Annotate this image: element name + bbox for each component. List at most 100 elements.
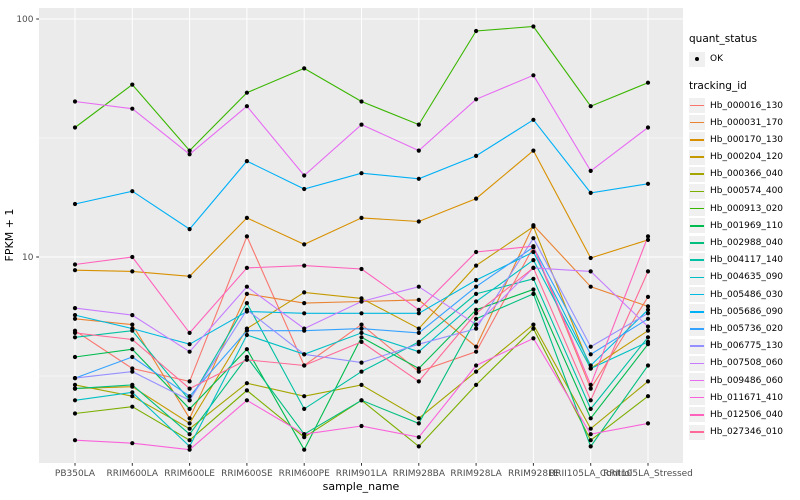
series-color-line xyxy=(690,207,704,210)
legend-item-label: Hb_004635_090 xyxy=(710,272,784,283)
data-point xyxy=(474,344,479,349)
y-tick-label: 100 xyxy=(16,15,33,25)
data-point xyxy=(588,190,593,195)
data-point xyxy=(72,125,78,130)
series-color-line xyxy=(690,190,704,193)
legend-item-Hb_000913_020: Hb_000913_020 xyxy=(689,201,799,217)
data-point xyxy=(474,28,479,34)
x-tick-label: RRIM901LA xyxy=(336,469,388,479)
data-point xyxy=(359,171,364,176)
data-point xyxy=(302,263,307,268)
data-point xyxy=(244,284,249,289)
data-point xyxy=(474,382,479,387)
series-color-line xyxy=(690,396,704,399)
data-point xyxy=(130,322,135,327)
data-point xyxy=(302,242,307,247)
data-point xyxy=(531,326,536,331)
data-point xyxy=(531,322,536,327)
data-point xyxy=(130,337,135,342)
line-key-icon xyxy=(689,287,705,303)
data-point xyxy=(359,326,364,331)
data-point xyxy=(588,406,593,411)
data-point xyxy=(130,382,135,387)
data-point xyxy=(72,316,78,321)
line-key-icon xyxy=(689,373,705,388)
data-point xyxy=(130,269,135,274)
data-point xyxy=(244,234,249,239)
series-color-line xyxy=(690,156,704,158)
data-point xyxy=(359,360,364,365)
x-tick-label: PB350LA xyxy=(55,469,96,479)
series-color-line xyxy=(690,362,704,365)
data-point xyxy=(474,311,479,316)
data-point xyxy=(416,148,421,153)
data-point xyxy=(187,447,192,452)
data-point xyxy=(645,324,651,329)
legend-item-ok: OK xyxy=(689,51,799,67)
data-point xyxy=(359,215,364,220)
series-color-line xyxy=(690,293,704,296)
line-key-icon xyxy=(689,390,705,406)
data-point xyxy=(72,438,78,443)
data-point xyxy=(302,352,307,357)
data-point xyxy=(187,444,192,449)
data-point xyxy=(302,447,307,452)
line-key-icon xyxy=(689,424,705,440)
y-axis-title: FPKM + 1 xyxy=(3,209,16,262)
data-point xyxy=(302,186,307,192)
legend-item-label: Hb_027346_010 xyxy=(710,427,784,438)
data-point xyxy=(302,432,307,437)
data-point xyxy=(359,398,364,403)
data-point xyxy=(187,349,192,354)
data-point xyxy=(130,390,135,395)
data-point xyxy=(416,416,421,421)
data-point xyxy=(416,307,421,312)
series-color-line xyxy=(690,225,704,227)
line-key-icon xyxy=(689,166,705,182)
line-key-icon xyxy=(689,235,705,251)
data-point xyxy=(416,297,421,302)
data-point xyxy=(416,366,421,371)
data-point xyxy=(187,398,192,403)
data-point xyxy=(244,265,249,270)
data-point xyxy=(302,301,307,306)
data-point xyxy=(130,404,135,409)
legend-item-Hb_000366_040: Hb_000366_040 xyxy=(689,166,799,182)
data-point xyxy=(130,189,135,194)
line-key-icon xyxy=(689,407,705,423)
x-tick-label: RRII105LA_Stressed xyxy=(603,469,693,479)
data-point xyxy=(187,152,192,157)
data-point xyxy=(416,421,421,426)
data-point xyxy=(416,342,421,347)
legend-key-ok xyxy=(689,51,705,67)
legend-item-label: Hb_000170_130 xyxy=(710,134,784,145)
line-key-icon xyxy=(689,304,705,320)
data-point xyxy=(187,438,192,443)
series-color-line xyxy=(690,276,704,279)
x-tick-label: RRIM928LA xyxy=(450,469,502,479)
legend: quant_status OK tracking_id Hb_000016_13… xyxy=(689,33,799,442)
data-point xyxy=(474,349,479,354)
data-point xyxy=(645,339,651,344)
legend-item-Hb_027346_010: Hb_027346_010 xyxy=(689,424,799,440)
data-point xyxy=(645,125,651,130)
series-color-line xyxy=(690,242,704,244)
line-key-icon xyxy=(689,218,705,234)
data-point xyxy=(474,263,479,268)
y-tick-label: 10 xyxy=(22,253,34,263)
legend-item-Hb_012506_040: Hb_012506_040 xyxy=(689,407,799,423)
data-point xyxy=(588,444,593,449)
x-tick-label: RRIM600LA xyxy=(107,469,159,479)
legend-title-tracking-id: tracking_id xyxy=(689,80,747,92)
data-point xyxy=(474,153,479,158)
data-point xyxy=(645,316,651,321)
data-point xyxy=(416,122,421,127)
data-point xyxy=(416,444,421,449)
data-point xyxy=(416,369,421,374)
data-point xyxy=(187,421,192,426)
x-tick-label: RRII105LA_Control xyxy=(549,469,632,479)
data-point xyxy=(72,330,78,335)
data-point xyxy=(531,24,536,29)
data-point xyxy=(302,290,307,295)
